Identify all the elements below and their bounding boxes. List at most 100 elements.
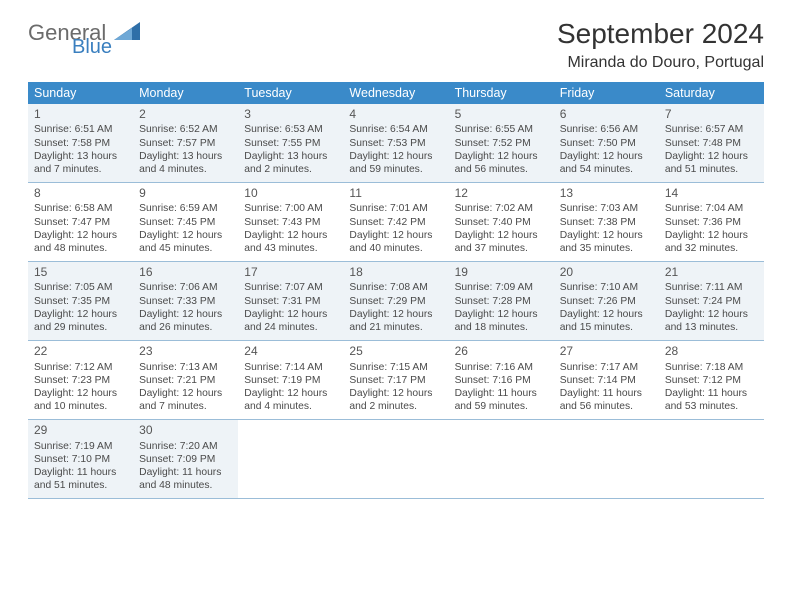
- sunset-text: Sunset: 7:43 PM: [244, 216, 337, 229]
- daylight-text: Daylight: 12 hours: [349, 150, 442, 163]
- daylight-text: Daylight: 12 hours: [244, 308, 337, 321]
- daylight-text: and 7 minutes.: [139, 400, 232, 413]
- day-number: 15: [34, 265, 127, 280]
- daylight-text: Daylight: 12 hours: [455, 150, 548, 163]
- day-number: 22: [34, 344, 127, 359]
- sunset-text: Sunset: 7:57 PM: [139, 137, 232, 150]
- sunset-text: Sunset: 7:45 PM: [139, 216, 232, 229]
- day-cell: 18Sunrise: 7:08 AMSunset: 7:29 PMDayligh…: [343, 262, 448, 340]
- sunrise-text: Sunrise: 7:10 AM: [560, 281, 653, 294]
- day-header-friday: Friday: [554, 82, 659, 104]
- daylight-text: Daylight: 12 hours: [244, 229, 337, 242]
- daylight-text: and 45 minutes.: [139, 242, 232, 255]
- day-header-row: SundayMondayTuesdayWednesdayThursdayFrid…: [28, 82, 764, 104]
- week-row: 15Sunrise: 7:05 AMSunset: 7:35 PMDayligh…: [28, 262, 764, 341]
- sunset-text: Sunset: 7:53 PM: [349, 137, 442, 150]
- empty-cell: [659, 420, 764, 498]
- day-number: 8: [34, 186, 127, 201]
- day-cell: 16Sunrise: 7:06 AMSunset: 7:33 PMDayligh…: [133, 262, 238, 340]
- daylight-text: Daylight: 12 hours: [560, 150, 653, 163]
- sunrise-text: Sunrise: 7:15 AM: [349, 361, 442, 374]
- day-number: 11: [349, 186, 442, 201]
- daylight-text: Daylight: 12 hours: [139, 229, 232, 242]
- sunset-text: Sunset: 7:47 PM: [34, 216, 127, 229]
- sunset-text: Sunset: 7:42 PM: [349, 216, 442, 229]
- day-cell: 24Sunrise: 7:14 AMSunset: 7:19 PMDayligh…: [238, 341, 343, 419]
- sunset-text: Sunset: 7:12 PM: [665, 374, 758, 387]
- title-block: September 2024 Miranda do Douro, Portuga…: [557, 18, 764, 72]
- daylight-text: Daylight: 11 hours: [34, 466, 127, 479]
- sunset-text: Sunset: 7:16 PM: [455, 374, 548, 387]
- daylight-text: and 21 minutes.: [349, 321, 442, 334]
- day-cell: 12Sunrise: 7:02 AMSunset: 7:40 PMDayligh…: [449, 183, 554, 261]
- day-number: 17: [244, 265, 337, 280]
- week-row: 8Sunrise: 6:58 AMSunset: 7:47 PMDaylight…: [28, 183, 764, 262]
- sunset-text: Sunset: 7:36 PM: [665, 216, 758, 229]
- daylight-text: Daylight: 11 hours: [665, 387, 758, 400]
- daylight-text: and 18 minutes.: [455, 321, 548, 334]
- sunrise-text: Sunrise: 7:11 AM: [665, 281, 758, 294]
- day-number: 21: [665, 265, 758, 280]
- sunrise-text: Sunrise: 7:09 AM: [455, 281, 548, 294]
- day-number: 18: [349, 265, 442, 280]
- day-number: 23: [139, 344, 232, 359]
- day-number: 25: [349, 344, 442, 359]
- daylight-text: Daylight: 12 hours: [455, 229, 548, 242]
- day-cell: 20Sunrise: 7:10 AMSunset: 7:26 PMDayligh…: [554, 262, 659, 340]
- sunrise-text: Sunrise: 7:02 AM: [455, 202, 548, 215]
- sunrise-text: Sunrise: 6:53 AM: [244, 123, 337, 136]
- day-cell: 8Sunrise: 6:58 AMSunset: 7:47 PMDaylight…: [28, 183, 133, 261]
- day-number: 29: [34, 423, 127, 438]
- daylight-text: and 37 minutes.: [455, 242, 548, 255]
- day-number: 7: [665, 107, 758, 122]
- daylight-text: Daylight: 13 hours: [139, 150, 232, 163]
- daylight-text: and 15 minutes.: [560, 321, 653, 334]
- daylight-text: Daylight: 12 hours: [34, 229, 127, 242]
- daylight-text: Daylight: 12 hours: [665, 150, 758, 163]
- day-number: 19: [455, 265, 548, 280]
- day-cell: 11Sunrise: 7:01 AMSunset: 7:42 PMDayligh…: [343, 183, 448, 261]
- daylight-text: and 2 minutes.: [349, 400, 442, 413]
- sunrise-text: Sunrise: 6:55 AM: [455, 123, 548, 136]
- sunset-text: Sunset: 7:17 PM: [349, 374, 442, 387]
- sunset-text: Sunset: 7:38 PM: [560, 216, 653, 229]
- daylight-text: and 51 minutes.: [665, 163, 758, 176]
- day-number: 20: [560, 265, 653, 280]
- sunrise-text: Sunrise: 7:07 AM: [244, 281, 337, 294]
- daylight-text: Daylight: 13 hours: [34, 150, 127, 163]
- day-cell: 28Sunrise: 7:18 AMSunset: 7:12 PMDayligh…: [659, 341, 764, 419]
- brand-triangle-icon: [114, 22, 140, 40]
- sunset-text: Sunset: 7:28 PM: [455, 295, 548, 308]
- sunrise-text: Sunrise: 7:08 AM: [349, 281, 442, 294]
- day-number: 6: [560, 107, 653, 122]
- sunset-text: Sunset: 7:23 PM: [34, 374, 127, 387]
- month-title: September 2024: [557, 18, 764, 50]
- daylight-text: and 2 minutes.: [244, 163, 337, 176]
- daylight-text: and 4 minutes.: [244, 400, 337, 413]
- sunrise-text: Sunrise: 6:58 AM: [34, 202, 127, 215]
- daylight-text: Daylight: 13 hours: [244, 150, 337, 163]
- daylight-text: Daylight: 12 hours: [349, 229, 442, 242]
- daylight-text: Daylight: 12 hours: [455, 308, 548, 321]
- day-number: 24: [244, 344, 337, 359]
- day-cell: 23Sunrise: 7:13 AMSunset: 7:21 PMDayligh…: [133, 341, 238, 419]
- daylight-text: and 59 minutes.: [455, 400, 548, 413]
- day-cell: 27Sunrise: 7:17 AMSunset: 7:14 PMDayligh…: [554, 341, 659, 419]
- daylight-text: Daylight: 12 hours: [665, 308, 758, 321]
- day-cell: 30Sunrise: 7:20 AMSunset: 7:09 PMDayligh…: [133, 420, 238, 498]
- day-number: 27: [560, 344, 653, 359]
- day-cell: 17Sunrise: 7:07 AMSunset: 7:31 PMDayligh…: [238, 262, 343, 340]
- empty-cell: [238, 420, 343, 498]
- daylight-text: Daylight: 12 hours: [560, 308, 653, 321]
- sunrise-text: Sunrise: 7:16 AM: [455, 361, 548, 374]
- day-header-monday: Monday: [133, 82, 238, 104]
- daylight-text: Daylight: 12 hours: [244, 387, 337, 400]
- daylight-text: Daylight: 11 hours: [560, 387, 653, 400]
- day-cell: 13Sunrise: 7:03 AMSunset: 7:38 PMDayligh…: [554, 183, 659, 261]
- day-number: 16: [139, 265, 232, 280]
- day-cell: 29Sunrise: 7:19 AMSunset: 7:10 PMDayligh…: [28, 420, 133, 498]
- day-number: 28: [665, 344, 758, 359]
- sunset-text: Sunset: 7:31 PM: [244, 295, 337, 308]
- daylight-text: and 29 minutes.: [34, 321, 127, 334]
- sunrise-text: Sunrise: 7:01 AM: [349, 202, 442, 215]
